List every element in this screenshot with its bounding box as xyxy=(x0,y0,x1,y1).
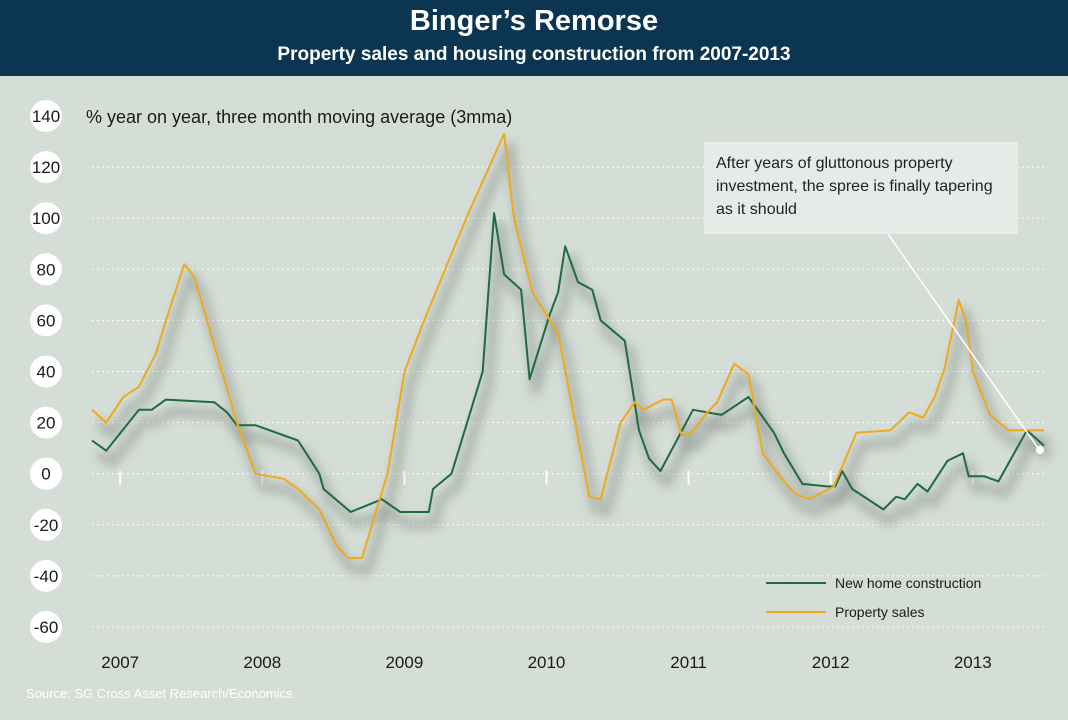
y-tick-badge xyxy=(30,457,62,490)
x-axis: 2007 2008 2009 2010 2011 2012 2013 xyxy=(101,470,992,672)
series-shadows xyxy=(94,140,1054,575)
line-chart: 140 120 100 80 60 40 20 0 -20 -40 -60 2007 2008 2009… xyxy=(30,100,1054,672)
legend-label: Property sales xyxy=(835,604,924,620)
legend-label: New home construction xyxy=(835,575,981,591)
y-tick-badge xyxy=(30,406,62,439)
y-tick-badge xyxy=(30,100,62,132)
y-tick-badge xyxy=(30,151,62,184)
y-tick-label: -20 xyxy=(34,516,59,535)
y-axis: 140 120 100 80 60 40 20 0 -20 -40 -60 xyxy=(30,100,62,643)
annotation-pointer xyxy=(887,233,1039,449)
x-tick-label: 2013 xyxy=(954,653,992,672)
chart-subtitle: Property sales and housing construction … xyxy=(277,44,791,65)
legend: New home construction Property sales xyxy=(766,575,981,620)
x-tick-label: 2007 xyxy=(101,653,139,672)
y-tick-label: 80 xyxy=(37,260,56,279)
annotation-point xyxy=(1036,446,1044,454)
y-tick-badge xyxy=(30,202,62,235)
annotation-box: After years of gluttonous property inves… xyxy=(704,142,1018,234)
source-note: Source: SG Cross Asset Research/Economic… xyxy=(26,686,293,701)
y-tick-badge xyxy=(30,559,62,592)
y-tick-badge xyxy=(30,253,62,286)
y-tick-label: 140 xyxy=(32,107,60,126)
y-tick-label: 100 xyxy=(32,209,60,228)
series-line-sales xyxy=(91,132,1044,559)
y-tick-badge xyxy=(30,508,62,541)
x-tick-label: 2008 xyxy=(243,653,281,672)
y-tick-label: 60 xyxy=(37,311,56,330)
x-tick-label: 2012 xyxy=(812,653,850,672)
y-tick-label: 20 xyxy=(37,414,56,433)
y-tick-badge xyxy=(30,355,62,388)
x-tick-label: 2011 xyxy=(670,653,707,672)
series-line-construction xyxy=(91,212,1045,513)
y-tick-label: 120 xyxy=(32,158,60,177)
y-axis-label: % year on year, three month moving avera… xyxy=(86,107,512,127)
y-tick-label: 0 xyxy=(41,465,50,484)
x-tick-label: 2009 xyxy=(385,653,423,672)
series-shadow xyxy=(94,140,1050,575)
y-tick-label: -60 xyxy=(34,618,59,637)
chart-title: Binger’s Remorse xyxy=(409,5,659,37)
y-tick-label: -40 xyxy=(34,567,59,586)
series-lines xyxy=(91,132,1045,559)
title-banner: Binger’s Remorse Property sales and hous… xyxy=(0,0,1068,76)
y-tick-label: 40 xyxy=(37,363,56,382)
series-shadow xyxy=(95,220,1054,529)
x-tick-label: 2010 xyxy=(528,653,566,672)
y-tick-badge xyxy=(30,611,62,643)
y-tick-badge xyxy=(30,304,62,337)
